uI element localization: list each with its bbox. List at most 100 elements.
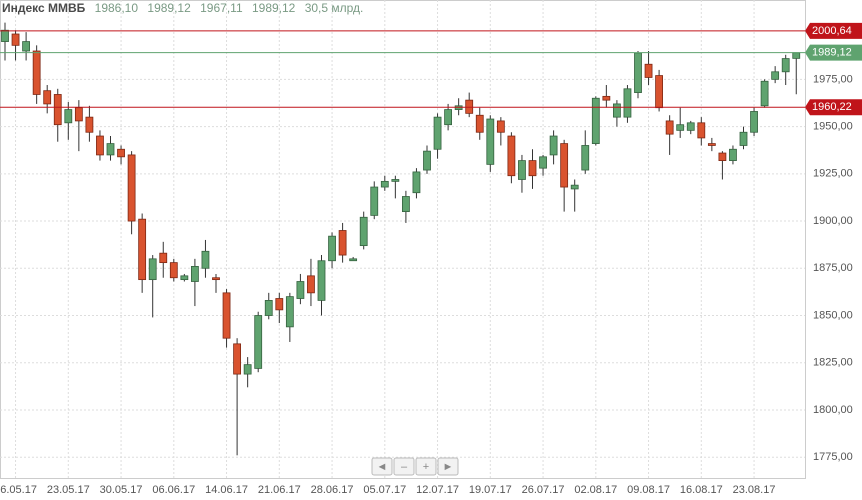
chart-title: Индекс ММВБ <box>2 1 86 15</box>
x-tick-label: 21.06.17 <box>258 484 301 496</box>
x-tick-label: 12.07.17 <box>416 484 459 496</box>
nav-controls: ◄ – + ► <box>371 457 459 476</box>
candle-body <box>549 135 558 156</box>
candle-body <box>486 118 495 165</box>
candle-body <box>127 154 136 222</box>
candle-body <box>32 50 41 95</box>
y-tick-label: 1900,00 <box>813 215 853 227</box>
x-tick-label: 06.06.17 <box>152 484 195 496</box>
candle-body <box>433 116 442 150</box>
candle-body <box>233 343 242 375</box>
x-tick-label: 30.05.17 <box>100 484 143 496</box>
candle-body <box>243 364 252 375</box>
volume-value: 30,5 млрд. <box>304 1 364 15</box>
candle-body <box>307 275 315 294</box>
candle-body <box>739 131 748 146</box>
candle-body <box>760 80 769 107</box>
high-value: 1989,12 <box>147 1 191 15</box>
x-tick-label: 28.06.17 <box>311 484 354 496</box>
candle-body <box>412 171 421 194</box>
level-label: 1989,12 <box>812 47 852 59</box>
candle-body <box>401 196 410 213</box>
nav-button-label[interactable]: + <box>423 461 429 473</box>
candle-body <box>380 180 389 188</box>
nav-button-label[interactable]: – <box>401 461 408 473</box>
candle-body <box>359 216 368 247</box>
open-value: 1986,10 <box>94 1 139 15</box>
level-tag <box>805 44 862 61</box>
candle-body <box>507 135 516 177</box>
level-label: 1960,22 <box>812 101 852 113</box>
nav-button[interactable] <box>437 457 459 476</box>
candle-body <box>570 184 579 190</box>
candle-body <box>676 124 685 131</box>
candle-body <box>518 160 526 180</box>
candle-body <box>106 143 115 156</box>
nav-button[interactable] <box>393 457 415 476</box>
y-tick-label: 1800,00 <box>813 404 853 416</box>
candle-body <box>581 145 590 171</box>
y-tick-label: 1875,00 <box>813 262 853 274</box>
candle-body <box>11 33 20 46</box>
nav-button[interactable] <box>415 457 437 476</box>
candle-body <box>169 262 178 279</box>
x-tick-label: 16.08.17 <box>680 484 723 496</box>
y-tick-label: 1825,00 <box>813 357 853 369</box>
candle-body <box>74 107 83 122</box>
level-label: 2000,64 <box>812 25 852 37</box>
candle-body <box>85 116 94 133</box>
y-tick-label: 1925,00 <box>813 168 853 180</box>
candle-body <box>792 52 801 59</box>
x-tick-label: 05.07.17 <box>363 484 406 496</box>
level-tag <box>805 99 862 116</box>
candle-body <box>475 114 484 133</box>
candle-body <box>64 109 73 124</box>
candle-body <box>180 275 189 281</box>
x-tick-label: 02.08.17 <box>574 484 617 496</box>
candle-body <box>148 258 157 281</box>
header: Индекс ММВБ 1986,10 1989,12 1967,11 1989… <box>2 1 369 15</box>
candle-body <box>285 296 294 328</box>
nav-button-label[interactable]: ► <box>443 461 454 473</box>
candle-body <box>22 41 31 52</box>
candle-body <box>528 160 537 177</box>
candle-body <box>560 143 569 188</box>
y-tick-label: 1975,00 <box>813 73 853 85</box>
low-value: 1967,11 <box>200 1 243 15</box>
candle-body <box>201 250 210 269</box>
candle-body <box>644 63 653 78</box>
level-tag <box>805 22 862 39</box>
candle-body <box>43 90 52 105</box>
candle-body <box>665 120 674 135</box>
candle-body <box>138 218 147 281</box>
candle-body <box>338 230 347 256</box>
close-value: 1989,12 <box>251 1 296 15</box>
nav-button[interactable] <box>371 457 393 476</box>
candle-body <box>212 277 220 281</box>
candle-body <box>655 75 663 109</box>
candle-body <box>53 94 62 126</box>
candle-body <box>96 135 104 156</box>
candle-body <box>264 300 273 316</box>
candle-body <box>634 52 642 93</box>
x-tick-label: 19.07.17 <box>469 484 512 496</box>
candle-body <box>317 260 326 301</box>
candle-body <box>591 97 600 144</box>
candle-body <box>496 120 505 133</box>
candle-body <box>222 292 231 339</box>
candle-body <box>613 103 621 118</box>
y-tick-label: 1775,00 <box>813 451 853 463</box>
nav-button-label[interactable]: ◄ <box>377 461 388 473</box>
candle-body <box>370 186 379 216</box>
candle-body <box>697 122 706 139</box>
candle-body <box>781 58 790 73</box>
candle-body <box>623 88 632 118</box>
candle-body <box>117 148 125 158</box>
x-tick-label: 23.08.17 <box>733 484 776 496</box>
x-tick-label: 14.06.17 <box>205 484 248 496</box>
candle-body <box>729 148 737 161</box>
x-tick-label: 16.05.17 <box>0 484 37 496</box>
candle-body <box>465 99 474 114</box>
candle-body <box>423 150 431 171</box>
